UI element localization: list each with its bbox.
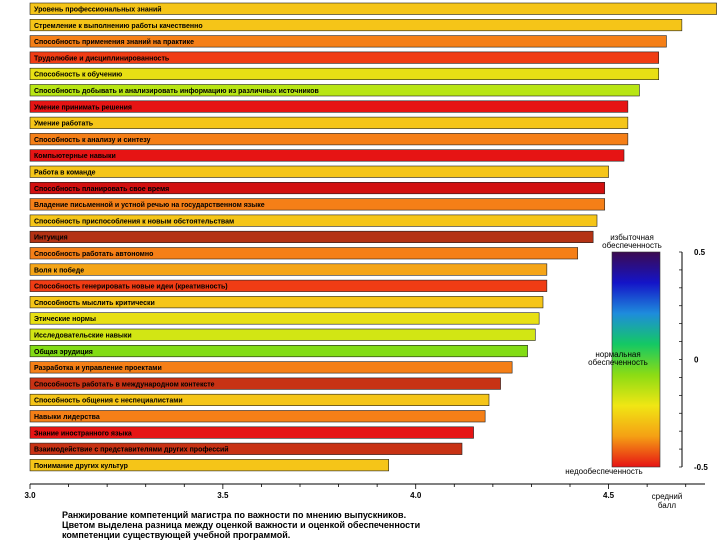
- bar-label-14: Способность приспособления к новым обсто…: [34, 217, 234, 225]
- bar-17: [29, 263, 548, 276]
- bar-10: [29, 149, 625, 162]
- caption-line-3: компетенции существующей учебной програм…: [62, 530, 291, 540]
- bar-18: [29, 279, 548, 292]
- bar-3: [29, 35, 667, 48]
- bar-14: [29, 214, 598, 227]
- bar-label-25: Способность общения с неспециалистами: [34, 397, 183, 405]
- bar-label-16: Способность работать автономно: [34, 250, 153, 258]
- bar-20: [29, 312, 540, 325]
- caption-line-2: Цветом выделена разница между оценкой ва…: [62, 520, 421, 530]
- caption-line-1: Ранжирование компетенций магистра по важ…: [62, 510, 407, 520]
- bar-label-28: Взаимодействие с представителями других …: [34, 446, 229, 454]
- bar-label-27: Знание иностранного языка: [34, 430, 132, 437]
- bar-label-4: Трудолюбие и дисциплинированность: [34, 54, 170, 62]
- bar-28: [29, 442, 463, 455]
- bar-23: [29, 361, 513, 374]
- bar-16: [29, 247, 579, 260]
- bar-label-6: Способность добывать и анализировать инф…: [34, 87, 320, 95]
- x-tick-label-2: 3.5: [217, 491, 229, 500]
- bar-11: [29, 165, 609, 178]
- bar-label-22: Общая эрудиция: [34, 348, 93, 356]
- bar-27: [29, 426, 474, 439]
- bar-4: [29, 51, 660, 64]
- bar-label-1: Уровень профессиональных знаний: [34, 6, 162, 14]
- bar-7: [29, 100, 629, 113]
- bar-label-8: Умение работать: [34, 120, 94, 128]
- bar-label-29: Понимание других культур: [34, 463, 128, 470]
- bar-12: [29, 182, 606, 195]
- bar-label-11: Работа в команде: [34, 169, 96, 177]
- bar-22: [29, 344, 528, 358]
- bar-label-10: Компьютерные навыки: [34, 153, 116, 160]
- x-tick-label-4: 4.5: [603, 491, 615, 500]
- colorbar: [611, 251, 661, 468]
- bar-label-9: Способность к анализу и синтезу: [34, 136, 151, 144]
- bar-6: [29, 84, 640, 97]
- bar-29: [29, 459, 390, 472]
- bar-24: [29, 377, 501, 390]
- bar-label-3: Способность применения знаний на практик…: [34, 38, 194, 46]
- bar-21: [29, 328, 536, 341]
- legend-bottom-label: недообеспеченность: [565, 467, 642, 476]
- bar-label-18: Способность генерировать новые идеи (кре…: [34, 283, 228, 291]
- bar-label-21: Исследовательские навыки: [34, 333, 132, 340]
- bar-label-2: Стремление к выполнению работы качествен…: [34, 22, 203, 30]
- bar-label-26: Навыки лидерства: [34, 414, 100, 421]
- colorbar-value-2: 0: [694, 356, 699, 365]
- bar-label-15: Интуиция: [34, 235, 68, 242]
- legend-top-label: избыточная обеспеченность: [602, 233, 662, 250]
- legend-middle-label: нормальная обеспеченность: [588, 350, 648, 367]
- bar-19: [29, 296, 544, 309]
- bar-8: [29, 116, 629, 129]
- bar-label-17: Воля к победе: [34, 266, 84, 274]
- colorbar-value-1: 0.5: [694, 248, 706, 257]
- bar-1: [29, 2, 717, 15]
- bar-2: [29, 18, 683, 32]
- bar-label-24: Способность работать в международном кон…: [34, 380, 215, 388]
- chart-caption: Ранжирование компетенций магистра по важ…: [62, 510, 622, 540]
- bar-label-13: Владение письменной и устной речью на го…: [34, 201, 265, 209]
- x-tick-label-1: 3.0: [24, 491, 36, 500]
- bar-15: [29, 230, 594, 243]
- x-tick-label-3: 4.0: [410, 491, 422, 500]
- bar-label-12: Способность планировать свое время: [34, 185, 169, 193]
- bar-26: [29, 410, 486, 423]
- bar-13: [29, 198, 606, 211]
- bar-9: [29, 133, 629, 146]
- bar-label-7: Умение принимать решения: [34, 104, 132, 111]
- bar-25: [29, 393, 490, 407]
- x-axis-label: средний балл: [652, 492, 683, 510]
- bar-label-20: Этические нормы: [34, 316, 96, 323]
- bar-label-5: Способность к обучению: [34, 71, 122, 79]
- bar-5: [29, 67, 660, 80]
- bar-label-23: Разработка и управление проектами: [34, 364, 162, 372]
- bar-label-19: Способность мыслить критически: [34, 299, 155, 307]
- colorbar-value-3: -0.5: [694, 463, 708, 472]
